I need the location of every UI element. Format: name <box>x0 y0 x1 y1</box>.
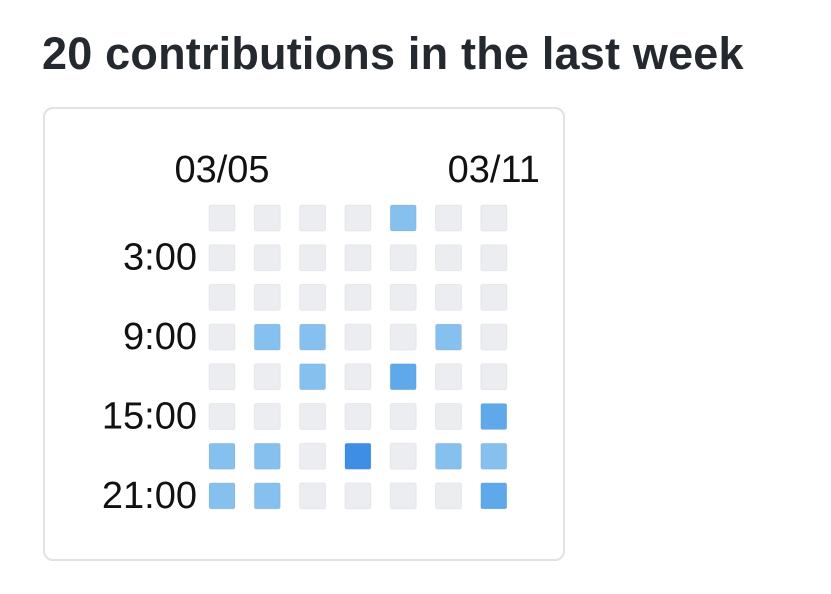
heatmap-cell[interactable] <box>299 482 327 510</box>
heatmap-cell[interactable] <box>253 363 281 391</box>
heatmap-cell[interactable] <box>344 442 372 470</box>
x-tick-label: 03/05 <box>174 149 269 191</box>
heatmap-cell[interactable] <box>480 323 508 351</box>
y-tick-label: 3:00 <box>123 237 197 279</box>
heatmap-cell[interactable] <box>435 204 462 232</box>
heatmap-cell[interactable] <box>389 204 417 232</box>
heatmap-cell[interactable] <box>208 244 236 272</box>
heatmap-cell[interactable] <box>253 204 281 232</box>
heatmap-cell[interactable] <box>299 283 327 311</box>
heatmap-cell[interactable] <box>480 482 508 510</box>
heatmap-cell[interactable] <box>299 363 327 391</box>
heatmap-cell[interactable] <box>253 323 281 351</box>
y-tick-label: 15:00 <box>102 396 197 438</box>
heatmap-cell[interactable] <box>435 283 462 311</box>
heatmap-cell[interactable] <box>344 482 372 510</box>
heatmap-cell[interactable] <box>389 244 417 272</box>
heatmap-cell[interactable] <box>208 323 236 351</box>
y-tick-label: 9:00 <box>123 316 197 358</box>
heatmap-cell[interactable] <box>480 363 508 391</box>
heatmap-cell[interactable] <box>480 204 508 232</box>
heatmap-cell[interactable] <box>435 403 462 430</box>
y-tick-label: 21:00 <box>102 475 197 517</box>
heatmap-cell[interactable] <box>253 403 281 430</box>
heatmap-cell[interactable] <box>344 403 372 430</box>
heatmap-cell[interactable] <box>344 244 372 272</box>
heatmap-cell[interactable] <box>253 442 281 470</box>
heatmap-cell[interactable] <box>344 323 372 351</box>
heatmap-cell[interactable] <box>480 283 508 311</box>
heatmap-cell[interactable] <box>208 442 236 470</box>
heatmap-cell[interactable] <box>480 244 508 272</box>
heatmap-cell[interactable] <box>389 323 417 351</box>
heatmap-cell[interactable] <box>299 403 327 430</box>
x-tick-label: 03/11 <box>448 149 540 191</box>
heatmap-cell[interactable] <box>299 244 327 272</box>
heatmap-cell[interactable] <box>435 442 462 470</box>
heatmap-cell[interactable] <box>208 283 236 311</box>
heatmap-cell[interactable] <box>480 403 508 430</box>
chart-title: 20 contributions in the last week <box>42 28 744 79</box>
heatmap-cell[interactable] <box>299 442 327 470</box>
heatmap-cell[interactable] <box>208 204 236 232</box>
heatmap-cell[interactable] <box>208 482 236 510</box>
heatmap-cell[interactable] <box>344 363 372 391</box>
heatmap-cell[interactable] <box>208 403 236 430</box>
heatmap-cell[interactable] <box>344 204 372 232</box>
heatmap-card: 03/05 03/11 3:00 9:00 15:00 21:00 <box>43 107 565 561</box>
heatmap-cell[interactable] <box>253 283 281 311</box>
heatmap-cell[interactable] <box>389 482 417 510</box>
heatmap-cell[interactable] <box>389 363 417 391</box>
heatmap-cell[interactable] <box>435 363 462 391</box>
heatmap-cell[interactable] <box>480 442 508 470</box>
heatmap-cell[interactable] <box>435 323 462 351</box>
heatmap-cell[interactable] <box>389 283 417 311</box>
heatmap-cell[interactable] <box>435 244 462 272</box>
heatmap-cell[interactable] <box>344 283 372 311</box>
heatmap-cell[interactable] <box>435 482 462 510</box>
heatmap-cell[interactable] <box>253 244 281 272</box>
heatmap-cell[interactable] <box>389 442 417 470</box>
heatmap-cell[interactable] <box>389 403 417 430</box>
heatmap-cell[interactable] <box>299 204 327 232</box>
heatmap-cell[interactable] <box>208 363 236 391</box>
heatmap-cell[interactable] <box>299 323 327 351</box>
heatmap-chart: 03/05 03/11 3:00 9:00 15:00 21:00 <box>102 149 540 517</box>
heatmap-cell[interactable] <box>253 482 281 510</box>
